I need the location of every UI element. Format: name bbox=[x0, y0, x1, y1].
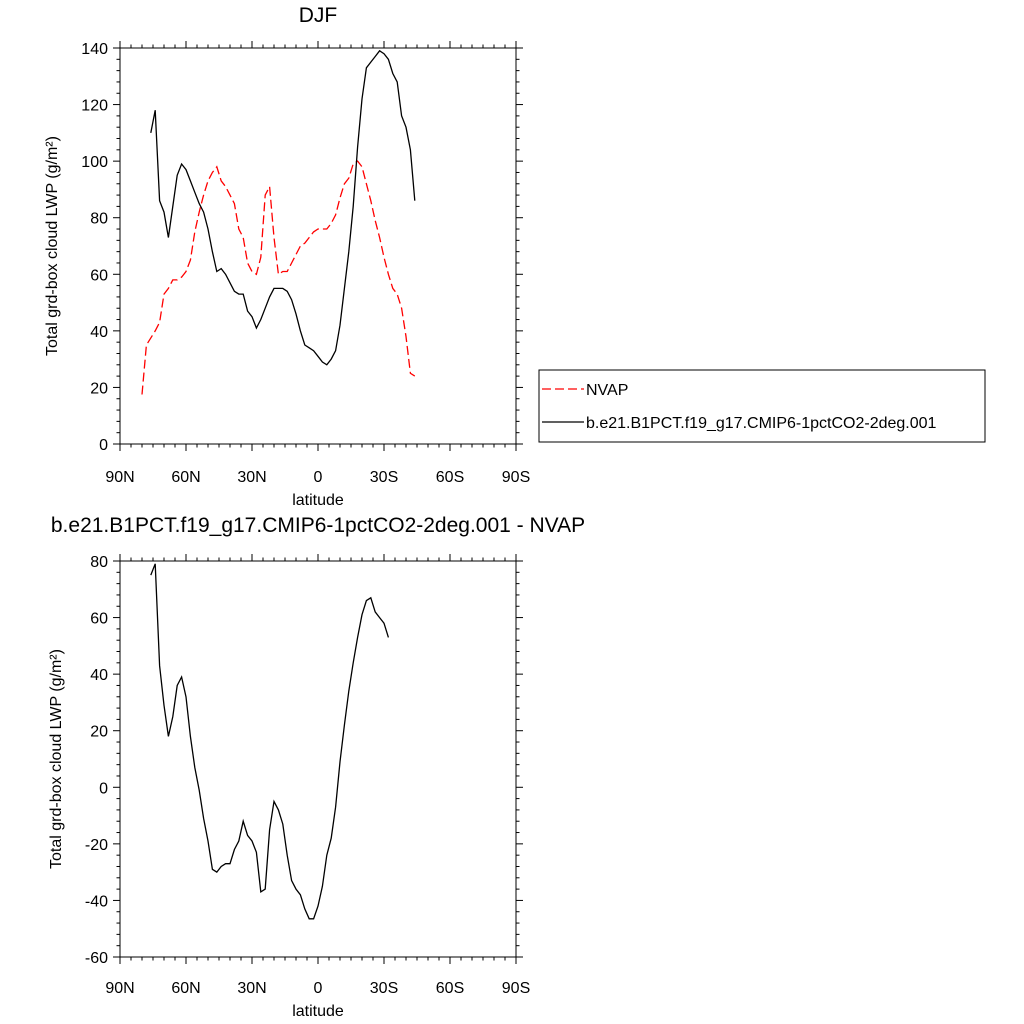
y-tick-label: 40 bbox=[90, 667, 108, 684]
x-tick-label: 60N bbox=[171, 980, 200, 997]
y-tick-label: 140 bbox=[81, 41, 108, 58]
x-tick-label: 0 bbox=[314, 980, 323, 997]
x-tick-label: 60S bbox=[436, 469, 464, 486]
y-tick-label: 0 bbox=[99, 780, 108, 797]
y-tick-label: 0 bbox=[99, 437, 108, 454]
plot-frame bbox=[119, 560, 517, 958]
x-tick-label: 90S bbox=[502, 980, 530, 997]
x-tick-label: 0 bbox=[314, 469, 323, 486]
y-tick-label: 60 bbox=[90, 267, 108, 284]
y-tick-label: -40 bbox=[85, 893, 108, 910]
x-axis-label: latitude bbox=[292, 492, 344, 509]
y-axis-label: Total grd-box cloud LWP (g/m²) bbox=[44, 136, 61, 356]
panel-top: 90N 60N 30N 0 30S 60S 90S 0 20 40 60 80 100 120 140 DJF… bbox=[44, 4, 530, 509]
x-axis-label: latitude bbox=[292, 1003, 344, 1020]
x-tick-label: 60S bbox=[436, 980, 464, 997]
series-line-difference bbox=[150, 563, 390, 920]
y-tick-label: -60 bbox=[85, 950, 108, 967]
y-tick-label: 20 bbox=[90, 380, 108, 397]
y-axis-label: Total grd-box cloud LWP (g/m²) bbox=[48, 649, 65, 869]
y-tick-label: 80 bbox=[90, 211, 108, 228]
series-line-nvap bbox=[141, 160, 416, 395]
x-tick-label: 90N bbox=[105, 980, 134, 997]
x-tick-label: 90N bbox=[105, 469, 134, 486]
legend-box bbox=[538, 369, 986, 443]
x-tick-label: 30N bbox=[237, 469, 266, 486]
y-tick-label: 60 bbox=[90, 611, 108, 628]
legend: NVAP b.e21.B1PCT.f19_g17.CMIP6-1pctCO2-2d… bbox=[538, 369, 986, 443]
plot-frame bbox=[119, 47, 517, 445]
y-tick-label: 120 bbox=[81, 98, 108, 115]
y-tick-label: -20 bbox=[85, 837, 108, 854]
x-tick-label: 30S bbox=[370, 980, 398, 997]
x-tick-label: 60N bbox=[171, 469, 200, 486]
x-tick-label: 30S bbox=[370, 469, 398, 486]
y-tick-label: 20 bbox=[90, 724, 108, 741]
legend-label: b.e21.B1PCT.f19_g17.CMIP6-1pctCO2-2deg.0… bbox=[586, 415, 937, 432]
x-tick-label: 30N bbox=[237, 980, 266, 997]
series-line-model bbox=[150, 49, 416, 366]
chart-title: b.e21.B1PCT.f19_g17.CMIP6-1pctCO2-2deg.0… bbox=[51, 514, 585, 537]
y-tick-label: 100 bbox=[81, 154, 108, 171]
chart-title: DJF bbox=[299, 4, 338, 27]
y-tick-label: 80 bbox=[90, 554, 108, 571]
panel-bottom: 90N 60N 30N 0 30S 60S 90S -60 -40 -20 0 20 40 60 80 b.e… bbox=[48, 514, 585, 1020]
y-tick-label: 40 bbox=[90, 324, 108, 341]
x-tick-label: 90S bbox=[502, 469, 530, 486]
legend-label: NVAP bbox=[586, 382, 628, 399]
